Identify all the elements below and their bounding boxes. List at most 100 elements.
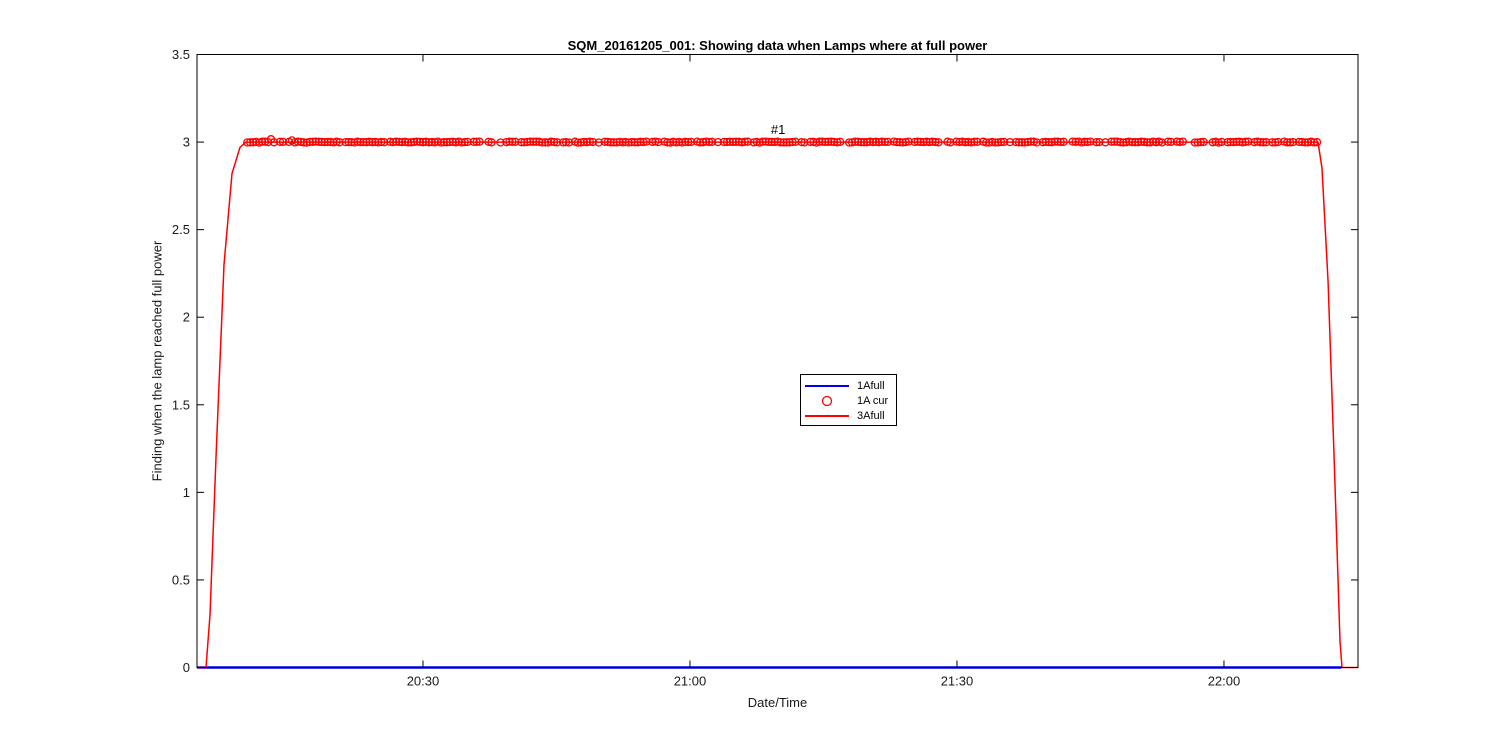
marker-circle xyxy=(1068,137,1077,146)
marker-circle xyxy=(353,137,362,146)
marker-circle xyxy=(800,138,809,147)
marker-circle xyxy=(776,138,785,147)
marker-circle xyxy=(824,137,833,146)
marker-circle xyxy=(365,137,374,146)
marker-circle xyxy=(743,137,752,146)
annotation-text: #1 xyxy=(771,122,785,137)
marker-circle xyxy=(517,138,526,147)
marker-circle xyxy=(895,138,904,147)
marker-circle xyxy=(993,138,1003,147)
marker-circle xyxy=(558,138,568,147)
marker-circle xyxy=(761,137,770,146)
marker-circle xyxy=(1241,137,1250,146)
marker-circle xyxy=(633,138,642,147)
marker-circle xyxy=(853,137,863,146)
marker-circle xyxy=(973,137,982,146)
marker-circle xyxy=(955,137,964,147)
marker-circle xyxy=(314,137,323,146)
marker-circle xyxy=(1101,138,1110,147)
marker-circle xyxy=(1172,137,1182,146)
marker-circle xyxy=(788,137,797,147)
marker-circle xyxy=(624,138,633,147)
marker-circle xyxy=(928,137,937,146)
marker-circle xyxy=(806,137,815,147)
marker-circle xyxy=(1071,137,1080,146)
legend-line-sample xyxy=(801,410,853,422)
marker-circle xyxy=(931,137,940,147)
marker-circle xyxy=(1023,137,1033,147)
marker-circle xyxy=(564,138,574,147)
marker-circle xyxy=(916,137,925,147)
marker-circle xyxy=(445,137,454,147)
marker-circle xyxy=(740,137,749,146)
marker-circle xyxy=(1095,137,1104,147)
marker-circle xyxy=(982,138,991,147)
marker-circle xyxy=(460,137,469,147)
marker-circle xyxy=(511,137,520,146)
marker-circle xyxy=(1050,137,1059,146)
marker-circle xyxy=(985,138,994,147)
marker-circle xyxy=(546,137,556,146)
marker-circle xyxy=(341,137,350,147)
marker-circle xyxy=(1175,137,1185,147)
marker-circle xyxy=(409,137,419,147)
marker-circle xyxy=(1110,137,1119,146)
marker-circle xyxy=(910,137,919,147)
marker-circle xyxy=(925,137,934,147)
marker-circle xyxy=(1020,138,1030,147)
marker-circle xyxy=(1217,137,1226,147)
marker-circle xyxy=(1134,138,1143,147)
legend-line-sample xyxy=(801,380,853,392)
marker-circle xyxy=(782,138,791,147)
marker-circle xyxy=(904,137,913,146)
marker-circle xyxy=(1151,138,1161,147)
marker-circle xyxy=(377,137,386,147)
marker-circle xyxy=(457,138,466,147)
marker-circle xyxy=(833,138,842,147)
y-tick-label: 0.5 xyxy=(172,572,190,587)
marker-circle xyxy=(1125,137,1134,146)
marker-circle xyxy=(359,137,368,147)
marker-circle xyxy=(296,137,305,147)
marker-circle xyxy=(707,137,717,146)
marker-circle xyxy=(913,137,922,146)
marker-circle xyxy=(326,137,335,147)
marker-circle xyxy=(323,137,332,147)
marker-circle xyxy=(412,137,422,146)
marker-circle xyxy=(1262,138,1271,147)
legend-entry: 1A cur xyxy=(801,393,896,408)
marker-circle xyxy=(463,137,472,147)
marker-circle xyxy=(889,137,898,146)
marker-circle xyxy=(898,138,907,147)
marker-circle xyxy=(415,137,425,147)
marker-circle xyxy=(448,137,457,146)
marker-circle xyxy=(451,138,460,147)
marker-circle xyxy=(424,138,434,147)
marker-circle xyxy=(508,137,517,146)
marker-circle xyxy=(1229,137,1238,147)
marker-circle xyxy=(1026,137,1036,146)
marker-circle xyxy=(1083,137,1092,147)
marker-circle xyxy=(439,138,449,147)
marker-circle xyxy=(892,137,901,147)
legend-box: 1Afull 1A cur 3Afull xyxy=(800,374,897,426)
marker-circle xyxy=(1268,138,1277,147)
marker-circle xyxy=(946,138,955,147)
marker-circle xyxy=(380,138,389,147)
marker-circle xyxy=(469,137,478,146)
marker-circle xyxy=(1244,137,1253,146)
marker-circle xyxy=(1148,137,1158,146)
y-tick-label: 2.5 xyxy=(172,222,190,237)
x-tick-label: 20:30 xyxy=(407,674,440,689)
marker-circle xyxy=(347,137,356,147)
marker-circle xyxy=(1032,138,1042,147)
marker-circle xyxy=(1014,138,1024,147)
marker-circle xyxy=(1300,138,1310,147)
marker-circle xyxy=(922,137,931,146)
marker-circle xyxy=(725,137,735,146)
marker-circle xyxy=(1178,137,1188,146)
marker-circle xyxy=(403,138,413,147)
marker-circle xyxy=(964,137,973,147)
marker-circle xyxy=(883,137,893,147)
